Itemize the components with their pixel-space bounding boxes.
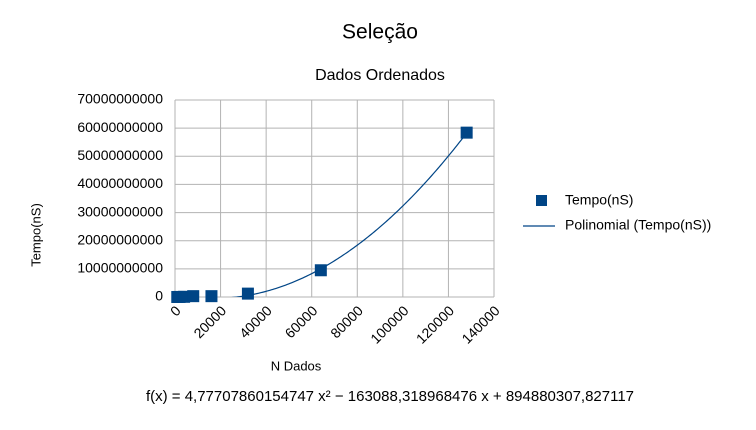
data-point	[187, 290, 200, 303]
chart-title: Seleção	[342, 21, 418, 44]
x-tick-label: 80000	[327, 302, 366, 341]
x-tick-label: 140000	[458, 302, 502, 346]
x-tick-label: 40000	[236, 302, 275, 341]
data-point	[314, 264, 327, 277]
y-tick-label: 40000000000	[77, 175, 163, 191]
trendline-equation: f(x) = 4,77707860154747 x² − 163088,3189…	[146, 388, 634, 405]
y-tick-label: 60000000000	[77, 119, 163, 135]
chart-subtitle: Dados Ordenados	[315, 67, 445, 84]
x-tick-label: 20000	[190, 302, 229, 341]
data-point	[205, 290, 218, 303]
x-tick-label: 60000	[282, 302, 321, 341]
legend-label: Tempo(nS)	[565, 192, 633, 208]
y-tick-label: 30000000000	[77, 203, 163, 219]
x-tick-label: 0	[167, 302, 184, 319]
x-tick-label: 100000	[367, 302, 411, 346]
x-axis-label: N Dados	[271, 358, 322, 373]
data-point	[241, 287, 254, 300]
legend-label: Polinomial (Tempo(nS))	[565, 217, 711, 233]
y-tick-label: 50000000000	[77, 147, 163, 163]
y-tick-label: 70000000000	[77, 91, 163, 107]
data-point	[178, 290, 191, 303]
y-tick-label: 20000000000	[77, 231, 163, 247]
legend-marker	[536, 195, 547, 206]
y-axis-label: Tempo(nS)	[28, 203, 43, 267]
y-tick-label: 0	[155, 288, 163, 304]
x-tick-label: 120000	[413, 302, 457, 346]
y-tick-label: 10000000000	[77, 260, 163, 276]
data-point	[460, 126, 473, 139]
